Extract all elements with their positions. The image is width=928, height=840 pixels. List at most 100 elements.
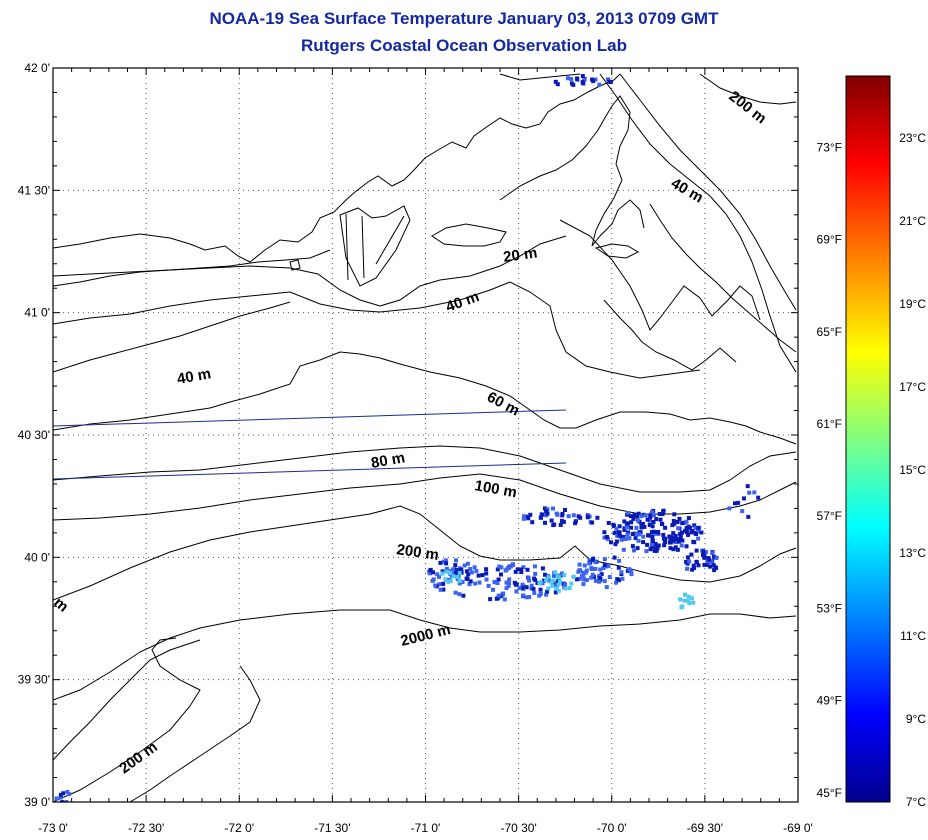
sst-pixel (625, 532, 630, 537)
track-line (53, 409, 567, 427)
sst-pixel (587, 561, 592, 566)
sst-pixel (582, 577, 587, 582)
longitude-label: -69 30' (687, 821, 723, 835)
sst-pixel (584, 578, 589, 583)
sst-pixel (491, 587, 495, 592)
longitude-labels: -73 0' -72 30' -72 0' -71 30' -71 0' -70 30' -… (38, 821, 813, 835)
sst-pixel (428, 568, 433, 573)
colorbar-c-label: 23°C (899, 131, 926, 145)
sst-pixel (585, 515, 590, 520)
sst-pixel (443, 558, 448, 563)
colorbar-c-label: 21°C (899, 214, 926, 228)
sst-pixel (675, 520, 680, 524)
sst-pixel (544, 509, 548, 513)
sst-pixel (453, 563, 458, 568)
sst-pixel (494, 596, 499, 601)
sst-pixel (496, 593, 501, 598)
colorbar-c-label: 9°C (906, 712, 926, 726)
contour-top-1 (499, 73, 581, 81)
sst-pixel (649, 530, 654, 535)
sst-pixel (526, 576, 531, 580)
sst-pixel (602, 530, 607, 535)
sst-pixel (587, 558, 592, 563)
sst-pixel (550, 583, 555, 588)
sst-pixel (593, 578, 598, 583)
sst-pixel (639, 525, 644, 530)
sst-pixel (532, 576, 537, 581)
contour-sw-2 (53, 637, 201, 802)
sst-pixel (617, 524, 622, 529)
sst-pixel (661, 508, 666, 513)
sst-pixel (629, 572, 634, 577)
sst-pixel (578, 515, 583, 520)
island-nantucket (594, 243, 640, 259)
sst-pixel (652, 548, 657, 553)
depth-label: 200 m (726, 88, 770, 128)
sst-pixel (459, 567, 464, 572)
sst-pixel (499, 565, 504, 570)
sst-pixel (685, 555, 690, 560)
sst-pixel (671, 538, 676, 543)
sst-pixel (612, 531, 617, 535)
sst-pixel (686, 594, 691, 599)
sst-pixel (628, 514, 633, 519)
sst-pixel (582, 77, 587, 82)
sst-pixel (646, 533, 650, 538)
depth-label: 40 m (176, 365, 213, 388)
sst-pixel (651, 520, 656, 524)
sst-pixel (520, 593, 525, 598)
sst-pixel (650, 509, 655, 514)
sst-pixel (606, 564, 611, 569)
sst-pixel (656, 530, 660, 534)
sst-pixel (440, 571, 445, 576)
colorbar-c-label: 15°C (899, 463, 926, 477)
sst-pixel (560, 518, 564, 523)
sst-pixel (609, 540, 613, 545)
sst-pixel (593, 566, 598, 571)
sst-pixel (558, 522, 563, 527)
sst-pixel (448, 579, 453, 583)
contour-80m (53, 445, 797, 493)
sst-pixel (696, 529, 700, 534)
colorbar-c-label: 13°C (899, 546, 926, 560)
sst-pixel (680, 530, 684, 535)
sst-pixel (580, 74, 585, 78)
sst-pixel (673, 533, 678, 538)
sst-pixel (583, 570, 588, 575)
contour-gom-top (699, 73, 797, 105)
sst-pixel (544, 577, 549, 582)
colorbar-f-label: 61°F (817, 417, 842, 431)
sst-pixel (663, 525, 668, 530)
sst-pixel (613, 542, 618, 547)
sst-pixel (637, 532, 642, 537)
sst-pixel (619, 570, 624, 575)
sst-pixel (504, 586, 509, 591)
contour-gom-40m (599, 73, 797, 373)
sst-pixel (58, 795, 63, 800)
sst-pixel (672, 521, 677, 526)
sst-pixel (547, 575, 551, 580)
sst-pixel (689, 530, 694, 535)
sst-pixel (635, 518, 640, 523)
sst-pixel (671, 547, 676, 552)
sst-pixel (641, 534, 646, 539)
sst-pixel (526, 516, 531, 521)
sst-pixel (552, 522, 557, 527)
sst-pixel (532, 590, 537, 595)
sst-pixel (438, 560, 443, 565)
sst-pixel (612, 555, 617, 560)
sst-pixel (630, 544, 635, 549)
sst-pixel (689, 596, 694, 601)
sst-pixel (597, 82, 602, 87)
sst-pixel (553, 79, 558, 84)
sst-pixel (502, 597, 507, 602)
sst-pixel (467, 582, 472, 587)
sst-pixel (631, 516, 636, 521)
sst-pixel (556, 582, 561, 587)
sst-pixel (660, 521, 665, 526)
longitude-label: -70 0' (597, 821, 627, 835)
sst-pixel (657, 512, 662, 516)
sst-pixel (611, 522, 616, 527)
contour-60m (53, 351, 797, 445)
sst-pixel (554, 583, 559, 588)
